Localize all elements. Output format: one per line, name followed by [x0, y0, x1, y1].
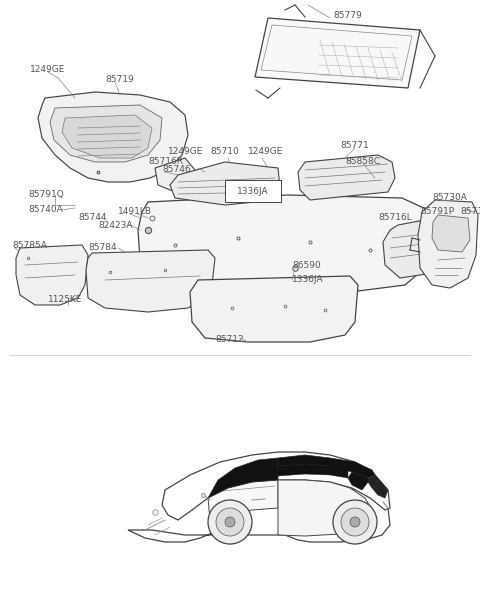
- Text: 85784: 85784: [88, 244, 117, 252]
- Circle shape: [341, 508, 369, 536]
- Polygon shape: [62, 115, 152, 158]
- Polygon shape: [16, 245, 88, 305]
- Text: 1125KE: 1125KE: [48, 295, 83, 305]
- Text: 1336JA: 1336JA: [237, 187, 269, 195]
- Polygon shape: [255, 18, 420, 88]
- Polygon shape: [348, 472, 368, 490]
- Circle shape: [350, 517, 360, 527]
- Text: 85716R: 85716R: [148, 157, 183, 166]
- Circle shape: [216, 508, 244, 536]
- Text: 82423A: 82423A: [98, 222, 132, 230]
- Polygon shape: [432, 215, 470, 252]
- Polygon shape: [38, 92, 188, 182]
- Polygon shape: [128, 488, 390, 542]
- Polygon shape: [368, 475, 388, 498]
- Polygon shape: [418, 200, 478, 288]
- Text: 85771: 85771: [340, 141, 369, 150]
- Text: 85730A: 85730A: [432, 194, 467, 203]
- Polygon shape: [278, 464, 348, 478]
- Text: 85785A: 85785A: [12, 242, 47, 251]
- Polygon shape: [50, 105, 162, 162]
- Polygon shape: [278, 480, 372, 536]
- Polygon shape: [86, 250, 215, 312]
- Circle shape: [225, 517, 235, 527]
- Circle shape: [333, 500, 377, 544]
- Text: 85710: 85710: [210, 147, 239, 156]
- Polygon shape: [278, 455, 375, 478]
- Polygon shape: [170, 162, 280, 205]
- Text: 85740A: 85740A: [28, 206, 63, 214]
- Text: 85719: 85719: [460, 207, 480, 216]
- Polygon shape: [190, 276, 358, 342]
- Polygon shape: [138, 195, 432, 295]
- Text: 85716L: 85716L: [378, 213, 412, 223]
- FancyBboxPatch shape: [225, 180, 281, 202]
- Text: 85712: 85712: [215, 336, 244, 345]
- Polygon shape: [298, 155, 395, 200]
- Text: 1491LB: 1491LB: [118, 207, 152, 216]
- Text: 85779: 85779: [333, 11, 362, 21]
- Text: 1249GE: 1249GE: [168, 147, 204, 156]
- Text: 86590: 86590: [292, 261, 321, 270]
- Text: 85791P: 85791P: [420, 207, 454, 216]
- Polygon shape: [383, 218, 450, 278]
- Text: 85746: 85746: [162, 166, 191, 175]
- Text: 1249GE: 1249GE: [30, 65, 65, 74]
- Text: 85719: 85719: [105, 74, 134, 84]
- Text: 85791Q: 85791Q: [28, 191, 64, 200]
- Text: 1249GE: 1249GE: [248, 147, 283, 156]
- Polygon shape: [208, 480, 278, 520]
- Text: 85858C: 85858C: [345, 157, 380, 166]
- Circle shape: [208, 500, 252, 544]
- Polygon shape: [155, 158, 195, 192]
- Text: 1336JA: 1336JA: [292, 276, 324, 285]
- Text: 85744: 85744: [78, 213, 107, 223]
- Polygon shape: [162, 452, 390, 520]
- Polygon shape: [208, 458, 278, 498]
